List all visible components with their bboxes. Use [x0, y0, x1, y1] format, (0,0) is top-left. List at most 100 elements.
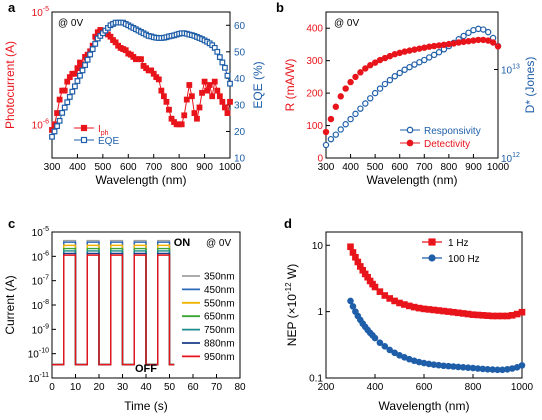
y-tick-label: 10-5: [32, 226, 49, 239]
data-point-iph: [186, 82, 193, 88]
data-point-eqe: [59, 109, 66, 116]
data-point-responsivity: [484, 28, 492, 36]
data-point-1hz: [347, 243, 354, 251]
bias-annotation: @ 0V: [58, 18, 83, 29]
data-point-eqe: [82, 62, 88, 68]
data-point-100hz: [347, 297, 354, 305]
y-axis-label: Current (A): [3, 275, 17, 334]
data-point-detectivity: [367, 62, 374, 69]
panel-c: c 0 10 20 30 40 50 60 70 80 10-5 10-6 10-7 10-8 10-9 10…: [3, 216, 246, 413]
data-point-iph: [222, 104, 228, 111]
y-right-axis-label: EQE (%): [251, 61, 265, 108]
off-label: OFF: [135, 363, 157, 375]
data-point-detectivity: [406, 47, 413, 54]
data-point-iph: [219, 98, 226, 105]
data-point-100hz: [381, 343, 389, 350]
y-tick-label: 10-9: [32, 323, 49, 336]
data-point-responsivity: [371, 89, 379, 97]
data-point-eqe: [74, 78, 81, 84]
data-point-eqe: [54, 123, 60, 130]
x-tick-label: 800: [465, 382, 482, 393]
data-point-responsivity: [460, 32, 467, 40]
data-point-eqe: [61, 104, 68, 111]
data-point-detectivity: [494, 43, 502, 50]
legend-label: 550nm: [204, 298, 235, 309]
legend: Responsivity Detectivity: [400, 126, 481, 150]
legend-label: 1 Hz: [448, 238, 469, 249]
data-point-eqe: [56, 117, 63, 124]
y-left-axis-label: R (mA/W): [283, 59, 297, 112]
x-tick-label: 30: [117, 382, 129, 393]
data-point-iph: [201, 78, 208, 85]
y-left-tick-label: 10-6: [32, 118, 49, 131]
y-left-tick-label: 400: [306, 24, 323, 35]
x-tick-label: 700: [416, 162, 433, 173]
data-point-responsivity: [357, 105, 364, 112]
x-tick-label: 1000: [487, 162, 510, 173]
data-point-iph: [158, 87, 165, 94]
data-point-iph: [181, 112, 188, 119]
legend-label: Responsivity: [424, 126, 481, 137]
data-point-eqe: [89, 46, 96, 53]
data-point-iph: [194, 115, 200, 122]
y-tick-label: 10-7: [32, 275, 49, 288]
legend-marker: [80, 136, 88, 144]
y-right-tick-label: 10: [234, 154, 246, 165]
y-left-tick-label: 0: [317, 154, 323, 165]
x-tick-label: 600: [391, 162, 408, 173]
panel-b: b @ 0V 300 400 500 600 700 800 900 1000 0 100 200 300…: [276, 0, 537, 187]
data-point-eqe: [227, 80, 233, 87]
data-point-eqe: [64, 99, 71, 106]
bias-annotation: @ 0V: [206, 238, 231, 249]
x-tick-label: 70: [211, 382, 223, 393]
data-point-eqe: [216, 54, 223, 61]
data-point-detectivity: [332, 103, 340, 110]
y-left-tick-label: 10-5: [32, 6, 49, 19]
data-point-eqe: [79, 67, 86, 74]
data-point-iph: [163, 98, 170, 105]
data-point-1hz: [376, 288, 384, 295]
legend-label: 880nm: [204, 339, 235, 350]
data-point-responsivity: [435, 49, 443, 56]
y-tick-label: 10: [312, 241, 324, 252]
data-point-iph: [209, 93, 216, 100]
data-point-100hz: [391, 349, 398, 357]
panel-label: c: [8, 216, 15, 231]
data-point-detectivity: [337, 93, 344, 100]
x-axis-label: Wavelength (nm): [96, 173, 187, 187]
y-left-tick-label: 300: [306, 56, 323, 67]
data-point-responsivity: [480, 26, 487, 33]
data-point-eqe: [49, 133, 55, 140]
data-point-iph: [178, 121, 185, 128]
y-tick-label: 10-10: [28, 348, 49, 361]
data-point-detectivity: [450, 40, 457, 47]
y-tick-label: 10-8: [32, 299, 49, 312]
data-point-responsivity: [421, 56, 428, 64]
data-point-1hz: [371, 283, 379, 291]
data-point-iph: [199, 89, 205, 96]
legend-label: 350nm: [204, 272, 235, 283]
bias-annotation: @ 0V: [334, 18, 359, 29]
photoresponse-trace-350nm: [52, 239, 175, 366]
x-tick-label: 900: [196, 162, 213, 173]
x-tick-label: 400: [69, 162, 86, 173]
x-tick-label: 80: [234, 382, 246, 393]
y-left-tick-label: 200: [306, 89, 323, 100]
data-point-detectivity: [327, 115, 335, 123]
y-right-tick-label: 30: [234, 100, 246, 111]
x-tick-label: 400: [367, 382, 384, 393]
x-axis-label: Time (s): [124, 399, 168, 413]
x-tick-label: 800: [441, 162, 458, 173]
legend-marker: [428, 254, 436, 262]
data-point-1hz: [518, 308, 526, 316]
x-tick-label: 60: [187, 382, 199, 393]
x-axis-label: Wavelength (nm): [367, 173, 458, 187]
panel-label: a: [8, 0, 16, 15]
data-point-eqe: [224, 72, 231, 79]
x-tick-label: 40: [140, 382, 152, 393]
y-right-tick-label: 60: [234, 21, 246, 32]
data-point-detectivity: [401, 48, 408, 55]
legend-label: Detectivity: [424, 139, 470, 150]
data-point-100hz: [349, 303, 357, 310]
x-tick-label: 800: [171, 162, 188, 173]
